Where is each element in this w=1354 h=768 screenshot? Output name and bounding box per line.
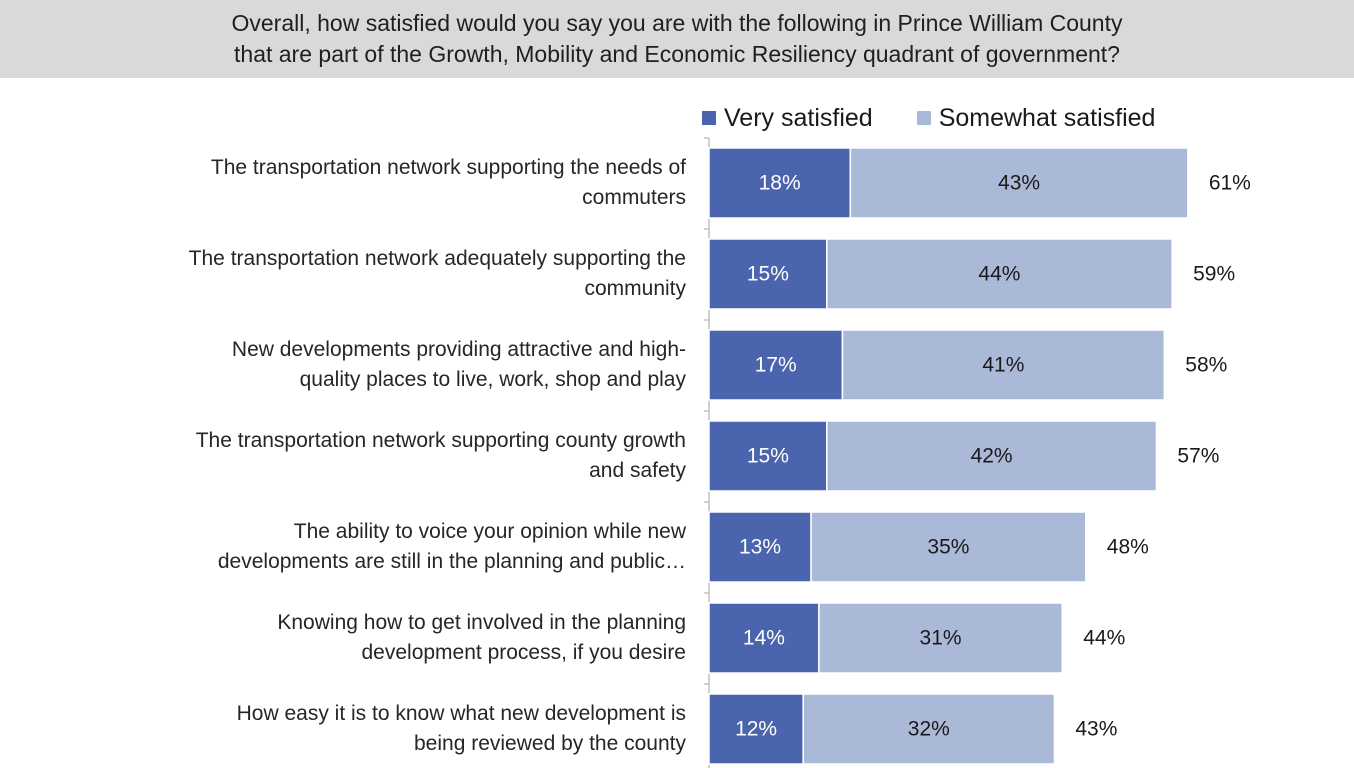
total-label: 61% [1209,172,1251,195]
bar-segment-somewhat-satisfied [849,147,1189,219]
category-label: Knowing how to get involved in the plann… [10,603,686,673]
category-label-line: The transportation network adequately su… [188,247,686,270]
bar-segment-somewhat-satisfied [841,329,1166,401]
data-label-very-satisfied: 13% [739,536,781,559]
legend-label-somewhat-satisfied: Somewhat satisfied [938,103,1156,132]
category-label: The transportation network adequately su… [10,239,686,309]
category-label-line: New developments providing attractive an… [231,338,686,361]
bar-segment-very-satisfied [708,511,812,583]
data-label-somewhat-satisfied: 41% [982,354,1024,377]
category-label: The transportation network supporting th… [10,148,686,218]
data-label-somewhat-satisfied: 31% [920,627,962,650]
data-label-somewhat-satisfied: 35% [927,536,969,559]
category-label-line: Knowing how to get involved in the plann… [277,611,686,634]
data-label-somewhat-satisfied: 44% [978,263,1020,286]
category-label-line: being reviewed by the county [413,732,686,755]
total-label: 44% [1083,627,1125,650]
category-label: How easy it is to know what new developm… [10,694,686,764]
total-label: 58% [1185,354,1227,377]
data-label-very-satisfied: 17% [755,354,797,377]
category-label-line: The transportation network supporting th… [210,156,686,179]
data-label-very-satisfied: 14% [743,627,785,650]
bar-segment-very-satisfied [708,329,844,401]
bar-segment-very-satisfied [708,147,852,219]
total-label: 57% [1177,445,1219,468]
chart-legend: Very satisfied Somewhat satisfied [702,101,1199,135]
total-label: 48% [1107,536,1149,559]
bar-segment-somewhat-satisfied [802,693,1056,765]
legend-item-somewhat-satisfied: Somewhat satisfied [916,103,1156,133]
data-label-very-satisfied: 15% [747,445,789,468]
data-label-very-satisfied: 12% [735,718,777,741]
bar-segment-very-satisfied [708,693,804,765]
data-label-very-satisfied: 15% [747,263,789,286]
category-label-line: community [584,277,686,300]
chart-title-line-2: that are part of the Growth, Mobility an… [234,41,1120,67]
category-label-line: The ability to voice your opinion while … [293,520,686,543]
chart-title-line-1: Overall, how satisfied would you say you… [231,10,1123,36]
category-label-line: development process, if you desire [361,641,686,664]
category-label-line: How easy it is to know what new developm… [236,702,686,725]
category-label-line: developments are still in the planning a… [217,550,686,573]
total-label: 43% [1075,718,1117,741]
legend-label-very-satisfied: Very satisfied [724,103,873,132]
bar-segment-very-satisfied [708,420,828,492]
legend-item-very-satisfied: Very satisfied [702,104,873,133]
bar-segment-very-satisfied [708,238,828,310]
data-label-somewhat-satisfied: 42% [971,445,1013,468]
category-label-line: and safety [589,459,686,482]
category-label: New developments providing attractive an… [10,330,686,400]
category-label: The transportation network supporting co… [10,421,686,491]
bar-segment-somewhat-satisfied [826,238,1173,310]
data-label-somewhat-satisfied: 32% [908,718,950,741]
legend-swatch-very-satisfied [702,111,716,125]
bar-segment-somewhat-satisfied [826,420,1158,492]
bar-segment-somewhat-satisfied [818,602,1064,674]
bar-segment-very-satisfied [708,602,820,674]
bar-segment-somewhat-satisfied [810,511,1087,583]
data-label-very-satisfied: 18% [759,172,801,195]
category-label-line: quality places to live, work, shop and p… [299,368,686,391]
data-label-somewhat-satisfied: 43% [998,172,1040,195]
category-label: The ability to voice your opinion while … [10,512,686,582]
chart-title-band: Overall, how satisfied would you say you… [0,0,1354,78]
total-label: 59% [1193,263,1235,286]
legend-swatch-somewhat-satisfied [916,111,931,125]
category-label-line: commuters [582,186,686,209]
category-label-line: The transportation network supporting co… [195,429,686,452]
